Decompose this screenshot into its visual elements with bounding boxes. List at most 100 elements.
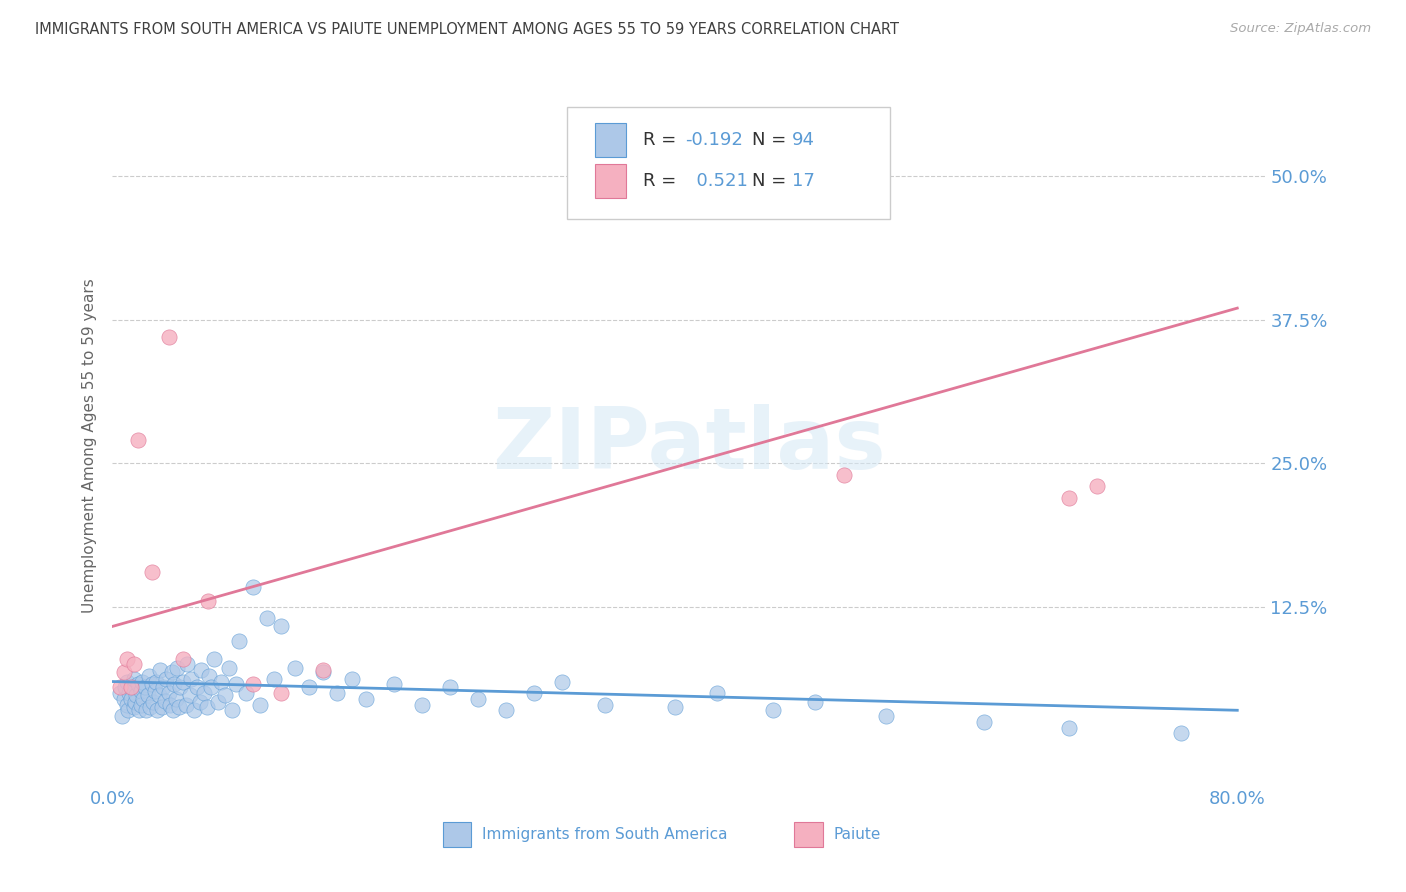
Point: [664, 699, 686, 714]
Point: [202, 651, 225, 665]
Text: 94: 94: [792, 131, 814, 149]
Point: [183, 703, 205, 717]
Point: [160, 665, 183, 680]
Point: [166, 661, 188, 675]
Point: [111, 709, 134, 723]
Point: [125, 689, 148, 703]
Point: [256, 611, 278, 625]
Text: 17: 17: [792, 172, 814, 190]
Point: [132, 691, 155, 706]
Point: [163, 677, 186, 691]
Point: [142, 695, 165, 709]
Point: [122, 699, 145, 714]
Point: [172, 651, 194, 665]
Point: [120, 691, 142, 706]
Point: [108, 681, 131, 695]
Point: [128, 703, 150, 717]
Point: [152, 681, 174, 695]
Text: Source: ZipAtlas.com: Source: ZipAtlas.com: [1230, 22, 1371, 36]
Point: [122, 672, 145, 686]
Text: -0.192: -0.192: [685, 131, 742, 149]
Point: [120, 681, 142, 695]
Point: [706, 686, 728, 700]
Point: [121, 681, 143, 695]
Point: [198, 669, 221, 683]
Point: [112, 691, 135, 706]
Point: [1057, 491, 1080, 505]
Text: N =: N =: [752, 131, 786, 149]
Point: [270, 619, 292, 633]
Point: [186, 681, 208, 695]
Text: R =: R =: [643, 131, 676, 149]
Point: [135, 703, 157, 717]
Point: [180, 672, 202, 686]
Point: [115, 698, 138, 712]
Point: [214, 689, 236, 703]
Point: [195, 699, 218, 714]
Point: [129, 683, 152, 698]
Text: Paiute: Paiute: [834, 827, 882, 841]
Text: N =: N =: [752, 172, 786, 190]
Point: [249, 698, 271, 712]
Point: [167, 699, 190, 714]
Point: [146, 703, 169, 717]
Point: [153, 694, 176, 708]
Point: [263, 672, 285, 686]
Point: [124, 695, 146, 709]
Point: [148, 689, 170, 703]
Point: [523, 686, 546, 700]
Point: [235, 686, 257, 700]
Text: Immigrants from South America: Immigrants from South America: [482, 827, 728, 841]
Point: [973, 714, 995, 729]
Point: [340, 672, 363, 686]
Point: [157, 686, 180, 700]
Point: [143, 683, 166, 698]
Point: [804, 169, 827, 183]
Text: 0.521: 0.521: [685, 172, 748, 190]
Point: [762, 703, 785, 717]
Point: [188, 695, 211, 709]
Point: [118, 686, 141, 700]
Point: [145, 674, 167, 689]
Point: [169, 681, 191, 695]
Point: [832, 467, 855, 482]
Point: [115, 651, 138, 665]
Point: [150, 699, 173, 714]
Point: [127, 434, 149, 448]
Point: [114, 681, 136, 695]
Point: [193, 686, 215, 700]
Point: [112, 665, 135, 680]
Point: [122, 657, 145, 672]
Point: [131, 674, 153, 689]
Point: [593, 698, 616, 712]
Point: [312, 665, 335, 680]
Point: [174, 698, 197, 712]
Point: [141, 677, 163, 691]
Point: [298, 681, 321, 695]
Point: [197, 594, 219, 608]
Point: [228, 634, 250, 648]
Point: [354, 691, 377, 706]
Point: [138, 669, 160, 683]
Point: [176, 657, 198, 672]
Point: [218, 661, 240, 675]
Point: [242, 677, 264, 691]
Point: [209, 674, 232, 689]
Point: [804, 695, 827, 709]
Point: [141, 566, 163, 580]
Point: [207, 695, 229, 709]
Point: [172, 674, 194, 689]
Point: [115, 674, 138, 689]
Point: [190, 663, 212, 677]
Point: [134, 681, 156, 695]
Point: [155, 672, 177, 686]
Point: [1170, 726, 1192, 740]
Point: [127, 677, 149, 691]
Point: [284, 661, 307, 675]
Point: [1057, 721, 1080, 735]
Point: [117, 703, 139, 717]
Point: [225, 677, 247, 691]
Point: [129, 698, 152, 712]
Text: ZIPatlas: ZIPatlas: [492, 404, 886, 488]
Text: R =: R =: [643, 172, 676, 190]
